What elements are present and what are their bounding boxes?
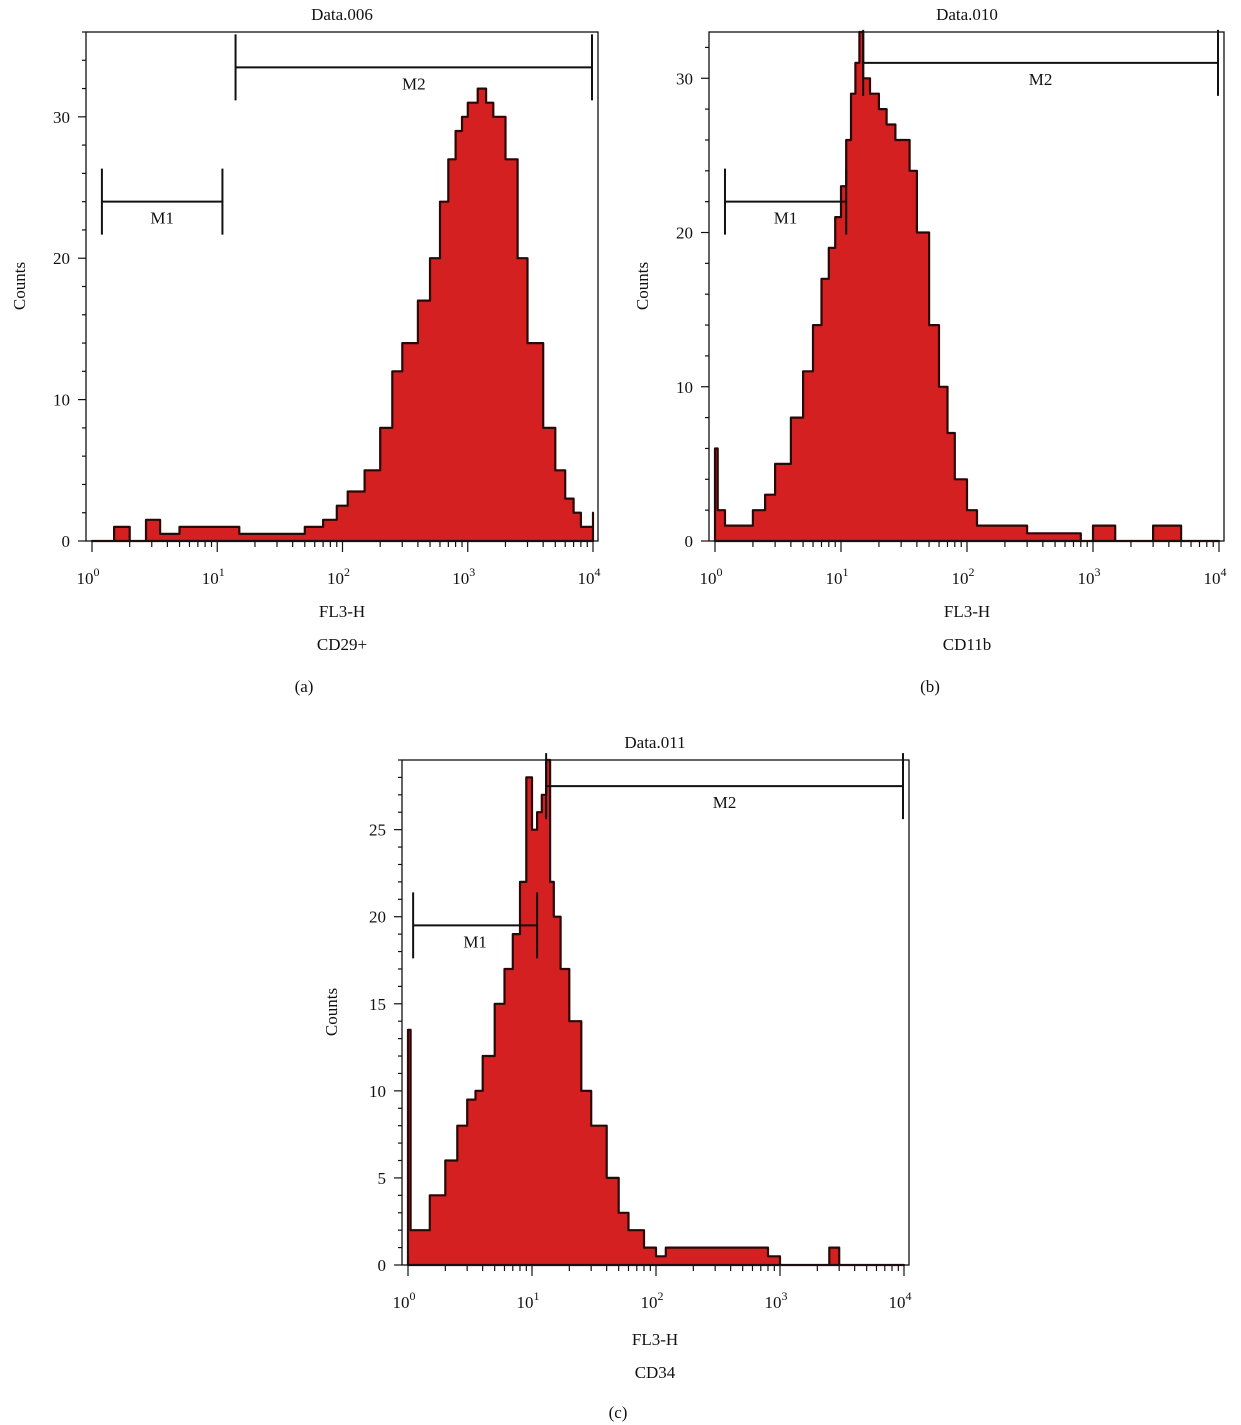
gate-marker-m2: M2	[862, 29, 1219, 96]
gate-label: M2	[713, 793, 737, 812]
marker-label: CD29+	[317, 635, 367, 654]
x-tick-label: 100	[77, 565, 100, 588]
y-tick-label: 30	[676, 69, 693, 88]
y-axis-label: Counts	[322, 988, 341, 1036]
x-tick-label: 102	[952, 565, 975, 588]
y-axis-label: Counts	[10, 262, 29, 310]
gate-marker-m2: M2	[545, 753, 904, 820]
panel-caption: (a)	[295, 677, 314, 696]
y-tick-label: 10	[369, 1082, 386, 1101]
x-tick-label: 102	[641, 1289, 664, 1312]
panel-title: Data.006	[311, 5, 373, 24]
y-tick-label: 10	[676, 378, 693, 397]
gate-marker-m1: M1	[100, 168, 224, 235]
histogram-series	[90, 87, 595, 543]
gate-label: M2	[1029, 70, 1053, 89]
y-tick-label: 10	[53, 391, 70, 410]
gate-label: M1	[150, 209, 174, 228]
marker-label: CD11b	[943, 635, 992, 654]
x-tick-label: 104	[1204, 565, 1227, 588]
gate-label: M2	[402, 74, 426, 93]
x-axis-label: FL3-H	[632, 1330, 678, 1349]
gate-label: M1	[463, 932, 487, 951]
y-tick-label: 15	[369, 995, 386, 1014]
y-axis-label: Counts	[633, 262, 652, 310]
x-tick-label: 103	[765, 1289, 788, 1312]
panel-title: Data.010	[936, 5, 998, 24]
panel-a: Data.006 Counts FL3-H CD29+ (a) 0 10 20 30 1…	[10, 5, 601, 696]
y-tick-label: 5	[378, 1169, 387, 1188]
y-tick-label: 20	[369, 908, 386, 927]
panel-caption: (c)	[609, 1403, 628, 1422]
x-tick-label: 101	[826, 565, 849, 588]
y-tick-label: 30	[53, 108, 70, 127]
y-tick-label: 25	[369, 821, 386, 840]
histogram-series	[713, 30, 1221, 543]
y-tick-label: 0	[685, 532, 694, 551]
y-tick-label: 0	[378, 1256, 387, 1275]
x-tick-label: 101	[517, 1289, 540, 1312]
x-tick-label: 103	[452, 565, 475, 588]
panel-c: Data.011 Counts FL3-H CD34 (c) 0 5 10 15 20 2…	[322, 733, 912, 1422]
plot-area: 0 10 20 30 100 101 102 103 104 M1 M2	[53, 31, 601, 588]
marker-label: CD34	[635, 1363, 676, 1382]
panel-b: Data.010 Counts FL3-H CD11b (b) 0 10 20 30 1…	[633, 5, 1227, 696]
x-tick-label: 104	[578, 565, 601, 588]
x-tick-label: 100	[393, 1289, 416, 1312]
x-tick-label: 103	[1078, 565, 1101, 588]
x-tick-label: 101	[202, 565, 225, 588]
panel-title: Data.011	[624, 733, 685, 752]
gate-marker-m1: M1	[412, 892, 539, 959]
x-axis-label: FL3-H	[944, 602, 990, 621]
histogram-series	[406, 758, 906, 1267]
y-tick-label: 20	[676, 224, 693, 243]
plot-area: 0 5 10 15 20 25 100 101 102 103 104 M1 M2	[369, 753, 912, 1312]
x-tick-label: 104	[889, 1289, 912, 1312]
x-axis-label: FL3-H	[319, 602, 365, 621]
gate-marker-m2: M2	[234, 34, 593, 101]
y-tick-label: 0	[62, 532, 71, 551]
x-tick-label: 100	[700, 565, 723, 588]
x-tick-label: 102	[327, 565, 350, 588]
panel-caption: (b)	[920, 677, 940, 696]
gate-marker-m1: M1	[723, 168, 848, 235]
plot-area: 0 10 20 30 100 101 102 103 104 M1 M2	[676, 29, 1227, 588]
y-tick-label: 20	[53, 249, 70, 268]
gate-label: M1	[774, 209, 798, 228]
